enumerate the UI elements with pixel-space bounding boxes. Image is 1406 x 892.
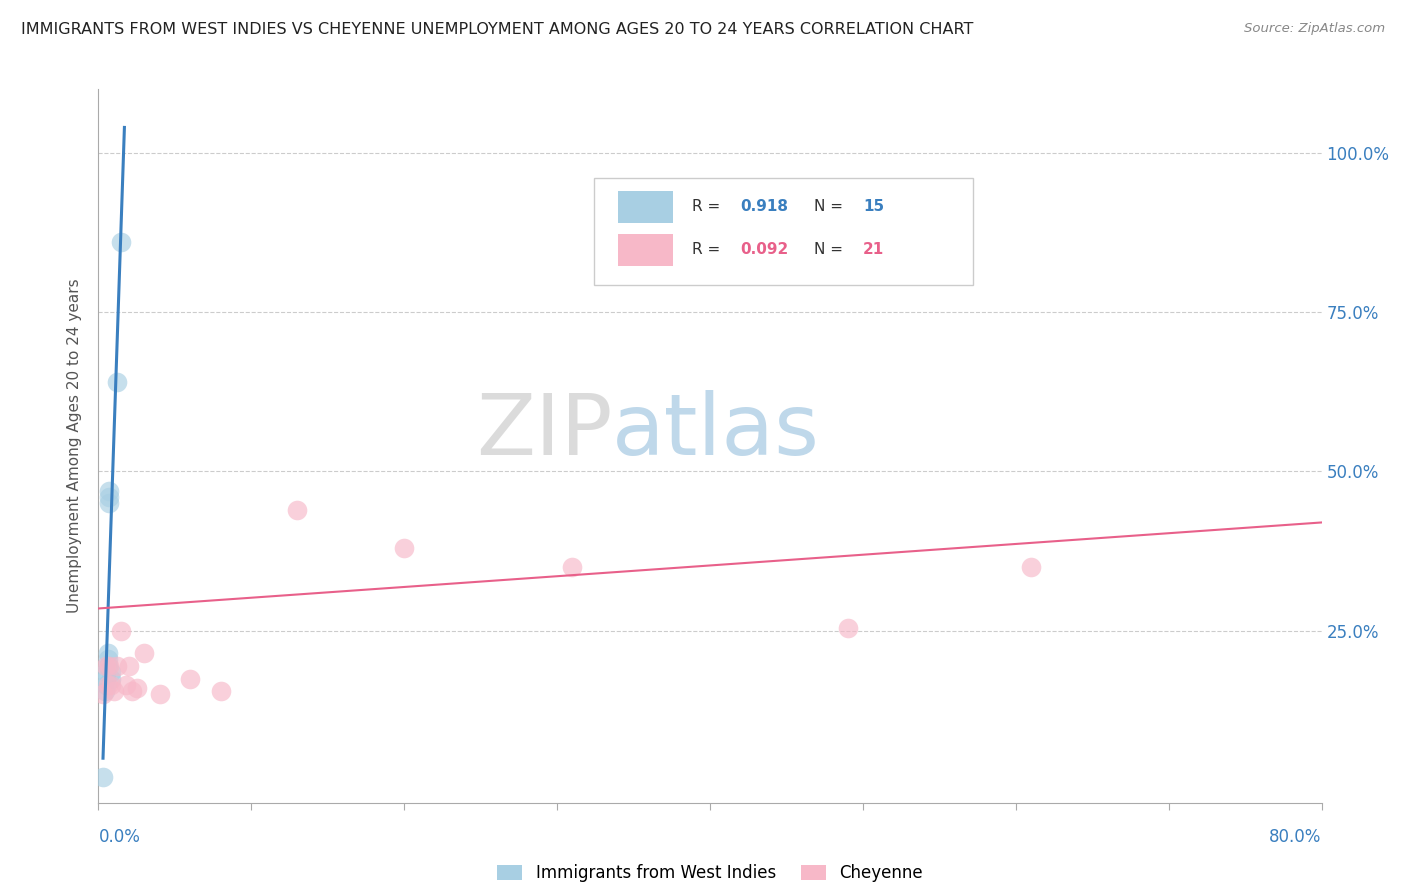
Point bbox=[110, 624, 132, 638]
Text: 80.0%: 80.0% bbox=[1270, 829, 1322, 847]
Point bbox=[97, 652, 120, 666]
Point bbox=[110, 235, 132, 249]
Text: R =: R = bbox=[692, 200, 725, 214]
FancyBboxPatch shape bbox=[593, 178, 973, 285]
Point bbox=[98, 483, 121, 498]
Point bbox=[97, 658, 120, 673]
Point bbox=[134, 646, 156, 660]
Point bbox=[105, 658, 128, 673]
Point bbox=[285, 502, 308, 516]
Text: 15: 15 bbox=[863, 200, 884, 214]
Point bbox=[91, 688, 114, 702]
Point bbox=[121, 684, 143, 698]
Text: 21: 21 bbox=[863, 243, 884, 257]
Text: N =: N = bbox=[814, 200, 848, 214]
Point bbox=[94, 658, 117, 673]
Point bbox=[149, 688, 172, 702]
Text: 0.0%: 0.0% bbox=[98, 829, 141, 847]
Text: 0.918: 0.918 bbox=[741, 200, 789, 214]
Point bbox=[100, 665, 122, 680]
Point bbox=[179, 672, 201, 686]
Point bbox=[98, 496, 121, 510]
Text: 0.092: 0.092 bbox=[741, 243, 789, 257]
Point bbox=[105, 376, 128, 390]
Text: R =: R = bbox=[692, 243, 725, 257]
Point bbox=[115, 678, 138, 692]
Point bbox=[98, 490, 121, 504]
Point bbox=[94, 672, 117, 686]
Legend: Immigrants from West Indies, Cheyenne: Immigrants from West Indies, Cheyenne bbox=[491, 857, 929, 888]
Point bbox=[93, 684, 115, 698]
Point bbox=[94, 678, 117, 692]
Text: Source: ZipAtlas.com: Source: ZipAtlas.com bbox=[1244, 22, 1385, 36]
Text: N =: N = bbox=[814, 243, 848, 257]
Point bbox=[100, 678, 122, 692]
FancyBboxPatch shape bbox=[619, 191, 673, 223]
Point bbox=[392, 541, 416, 555]
Point bbox=[561, 560, 583, 574]
Point bbox=[103, 684, 125, 698]
Text: ZIP: ZIP bbox=[475, 390, 612, 474]
FancyBboxPatch shape bbox=[619, 234, 673, 266]
Point bbox=[100, 672, 122, 686]
Point bbox=[97, 678, 120, 692]
Point bbox=[91, 770, 114, 784]
Point bbox=[125, 681, 148, 695]
Point bbox=[118, 658, 141, 673]
Point bbox=[97, 646, 120, 660]
Point bbox=[98, 658, 121, 673]
Text: atlas: atlas bbox=[612, 390, 820, 474]
Point bbox=[209, 684, 232, 698]
Y-axis label: Unemployment Among Ages 20 to 24 years: Unemployment Among Ages 20 to 24 years bbox=[67, 278, 83, 614]
Text: IMMIGRANTS FROM WEST INDIES VS CHEYENNE UNEMPLOYMENT AMONG AGES 20 TO 24 YEARS C: IMMIGRANTS FROM WEST INDIES VS CHEYENNE … bbox=[21, 22, 973, 37]
Point bbox=[94, 665, 117, 680]
Point bbox=[1019, 560, 1042, 574]
Point bbox=[837, 621, 859, 635]
